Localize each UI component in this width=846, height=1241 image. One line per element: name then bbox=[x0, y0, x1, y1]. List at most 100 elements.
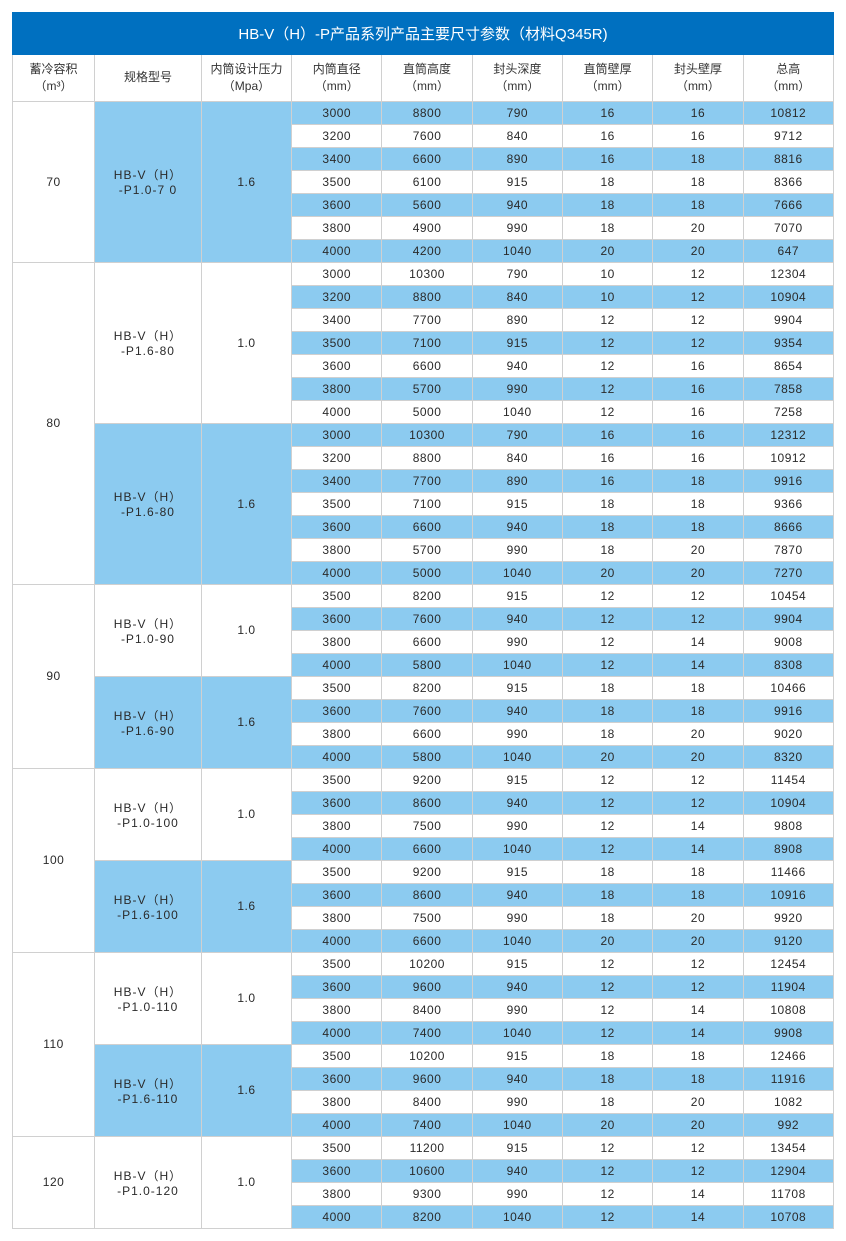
data-cell: 9916 bbox=[743, 699, 833, 722]
data-cell: 12 bbox=[653, 262, 743, 285]
data-cell: 18 bbox=[563, 676, 653, 699]
data-cell: 915 bbox=[472, 676, 562, 699]
data-cell: 1040 bbox=[472, 561, 562, 584]
data-cell: 3600 bbox=[292, 354, 382, 377]
data-cell: 9808 bbox=[743, 814, 833, 837]
data-cell: 12 bbox=[563, 814, 653, 837]
data-cell: 8200 bbox=[382, 1205, 472, 1228]
data-cell: 12 bbox=[653, 584, 743, 607]
data-cell: 12 bbox=[563, 607, 653, 630]
data-cell: 3200 bbox=[292, 124, 382, 147]
data-cell: 9300 bbox=[382, 1182, 472, 1205]
data-cell: 990 bbox=[472, 630, 562, 653]
pressure-cell: 1.0 bbox=[201, 952, 291, 1044]
data-cell: 9200 bbox=[382, 768, 472, 791]
data-cell: 8654 bbox=[743, 354, 833, 377]
volume-cell: 70 bbox=[13, 101, 95, 262]
data-cell: 4000 bbox=[292, 1113, 382, 1136]
data-cell: 3800 bbox=[292, 1090, 382, 1113]
data-cell: 3800 bbox=[292, 377, 382, 400]
data-cell: 3400 bbox=[292, 308, 382, 331]
data-cell: 20 bbox=[653, 745, 743, 768]
data-cell: 16 bbox=[563, 147, 653, 170]
data-cell: 14 bbox=[653, 998, 743, 1021]
data-cell: 940 bbox=[472, 515, 562, 538]
data-cell: 12 bbox=[653, 952, 743, 975]
pressure-cell: 1.6 bbox=[201, 1044, 291, 1136]
volume-cell: 110 bbox=[13, 952, 95, 1136]
data-cell: 3600 bbox=[292, 1067, 382, 1090]
data-cell: 8400 bbox=[382, 1090, 472, 1113]
data-cell: 7666 bbox=[743, 193, 833, 216]
data-cell: 3600 bbox=[292, 699, 382, 722]
data-cell: 9200 bbox=[382, 860, 472, 883]
data-cell: 647 bbox=[743, 239, 833, 262]
data-cell: 18 bbox=[563, 492, 653, 515]
data-cell: 990 bbox=[472, 814, 562, 837]
data-cell: 18 bbox=[653, 1067, 743, 1090]
table-title-row: HB-V（H）-P产品系列产品主要尺寸参数（材料Q345R) bbox=[13, 13, 834, 55]
data-cell: 7400 bbox=[382, 1113, 472, 1136]
data-cell: 3000 bbox=[292, 262, 382, 285]
data-cell: 1040 bbox=[472, 400, 562, 423]
data-cell: 5700 bbox=[382, 377, 472, 400]
volume-cell: 120 bbox=[13, 1136, 95, 1228]
data-cell: 12454 bbox=[743, 952, 833, 975]
data-cell: 10300 bbox=[382, 262, 472, 285]
data-cell: 3600 bbox=[292, 515, 382, 538]
data-cell: 6600 bbox=[382, 354, 472, 377]
data-cell: 990 bbox=[472, 1182, 562, 1205]
data-cell: 8308 bbox=[743, 653, 833, 676]
data-cell: 16 bbox=[563, 446, 653, 469]
data-cell: 8800 bbox=[382, 285, 472, 308]
data-cell: 16 bbox=[653, 101, 743, 124]
data-cell: 20 bbox=[653, 722, 743, 745]
data-cell: 3500 bbox=[292, 952, 382, 975]
col-header-head-depth: 封头深度（mm） bbox=[472, 55, 562, 102]
data-cell: 7600 bbox=[382, 607, 472, 630]
data-cell: 10708 bbox=[743, 1205, 833, 1228]
data-cell: 3500 bbox=[292, 492, 382, 515]
data-cell: 790 bbox=[472, 262, 562, 285]
data-cell: 16 bbox=[563, 124, 653, 147]
data-cell: 6600 bbox=[382, 837, 472, 860]
data-cell: 4000 bbox=[292, 1021, 382, 1044]
col-header-volume: 蓄冷容积（m³） bbox=[13, 55, 95, 102]
data-cell: 10466 bbox=[743, 676, 833, 699]
data-cell: 14 bbox=[653, 814, 743, 837]
model-cell: HB-V（H）-P1.0-120 bbox=[95, 1136, 202, 1228]
data-cell: 12 bbox=[563, 1159, 653, 1182]
data-cell: 9008 bbox=[743, 630, 833, 653]
data-cell: 14 bbox=[653, 653, 743, 676]
col-header-diameter: 内筒直径（mm） bbox=[292, 55, 382, 102]
data-cell: 990 bbox=[472, 722, 562, 745]
pressure-cell: 1.0 bbox=[201, 1136, 291, 1228]
pressure-cell: 1.6 bbox=[201, 423, 291, 584]
data-cell: 940 bbox=[472, 1159, 562, 1182]
data-cell: 4900 bbox=[382, 216, 472, 239]
data-cell: 11708 bbox=[743, 1182, 833, 1205]
data-cell: 12 bbox=[563, 1021, 653, 1044]
data-cell: 3600 bbox=[292, 607, 382, 630]
data-cell: 4000 bbox=[292, 239, 382, 262]
data-cell: 1040 bbox=[472, 1205, 562, 1228]
data-cell: 8908 bbox=[743, 837, 833, 860]
data-cell: 10904 bbox=[743, 285, 833, 308]
data-cell: 4200 bbox=[382, 239, 472, 262]
pressure-cell: 1.6 bbox=[201, 101, 291, 262]
data-cell: 9600 bbox=[382, 1067, 472, 1090]
data-cell: 7600 bbox=[382, 124, 472, 147]
data-cell: 14 bbox=[653, 1021, 743, 1044]
data-cell: 14 bbox=[653, 837, 743, 860]
data-cell: 9120 bbox=[743, 929, 833, 952]
data-cell: 5800 bbox=[382, 653, 472, 676]
model-cell: HB-V（H）-P1.6-80 bbox=[95, 423, 202, 584]
data-cell: 18 bbox=[653, 193, 743, 216]
data-cell: 9904 bbox=[743, 607, 833, 630]
data-cell: 20 bbox=[563, 239, 653, 262]
data-cell: 1040 bbox=[472, 1021, 562, 1044]
data-cell: 8320 bbox=[743, 745, 833, 768]
data-cell: 14 bbox=[653, 1205, 743, 1228]
data-cell: 11454 bbox=[743, 768, 833, 791]
data-cell: 10600 bbox=[382, 1159, 472, 1182]
